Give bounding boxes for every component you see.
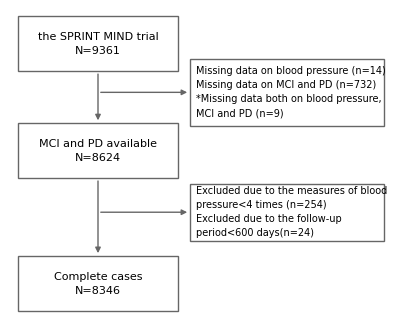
Text: Excluded due to the measures of blood
pressure<4 times (n=254)
Excluded due to t: Excluded due to the measures of blood pr… [196, 186, 387, 238]
Bar [190, 184, 384, 241]
Text: Complete cases
N=8346: Complete cases N=8346 [54, 272, 142, 295]
Text: Missing data on blood pressure (n=14)
Missing data on MCI and PD (n=732)
*Missin: Missing data on blood pressure (n=14) Mi… [196, 66, 386, 118]
Bar [18, 256, 178, 311]
Text: the SPRINT MIND trial
N=9361: the SPRINT MIND trial N=9361 [38, 32, 158, 56]
Bar [190, 59, 384, 126]
Text: MCI and PD available
N=8624: MCI and PD available N=8624 [39, 139, 157, 163]
Bar [18, 16, 178, 71]
Bar [18, 123, 178, 178]
